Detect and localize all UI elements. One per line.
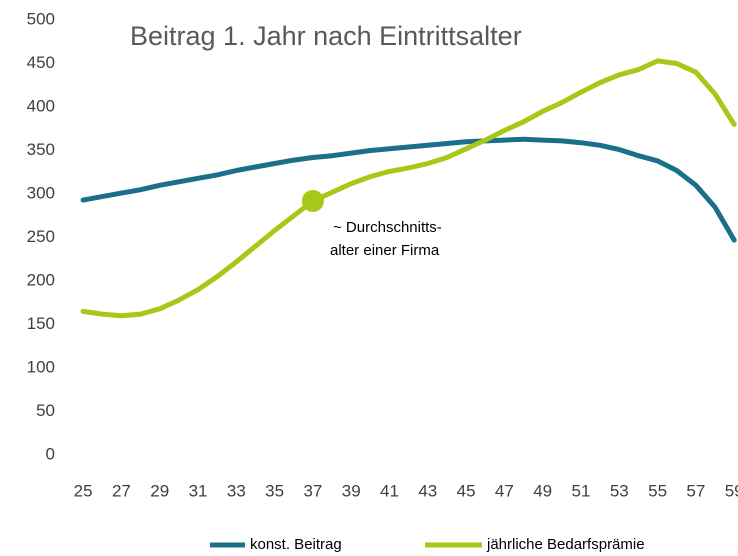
x-tick-label: 47: [495, 481, 514, 500]
y-tick-label: 300: [27, 183, 55, 202]
chart-title: Beitrag 1. Jahr nach Eintrittsalter: [130, 21, 522, 51]
y-tick-label: 150: [27, 314, 55, 333]
y-tick-label: 350: [27, 140, 55, 159]
highlight-marker: [301, 189, 324, 212]
series-line: [80, 136, 737, 243]
x-tick-label: 25: [74, 481, 93, 500]
legend-label: konst. Beitrag: [250, 536, 342, 553]
y-tick-label: 250: [27, 227, 55, 246]
x-tick-label: 27: [112, 481, 131, 500]
annotation: alter einer Firma: [330, 242, 440, 259]
x-tick-label: 41: [380, 481, 399, 500]
x-tick-label: 55: [648, 481, 667, 500]
x-tick-label: 49: [533, 481, 552, 500]
x-tick-label: 37: [303, 481, 322, 500]
x-tick-label: 43: [418, 481, 437, 500]
x-tick-label: 29: [150, 481, 169, 500]
annotation: ~ Durchschnitts-: [333, 219, 442, 236]
y-tick-label: 100: [27, 357, 55, 376]
x-tick-label: 59: [725, 481, 738, 500]
y-tick-label: 200: [27, 270, 55, 289]
x-tick-label: 53: [610, 481, 629, 500]
y-tick-label: 50: [36, 401, 55, 420]
x-tick-label: 51: [572, 481, 591, 500]
y-tick-label: 0: [46, 444, 55, 463]
x-tick-label: 57: [686, 481, 705, 500]
legend-label: jährliche Bedarfsprämie: [486, 536, 645, 553]
series-line: [80, 58, 737, 319]
x-tick-label: 31: [189, 481, 208, 500]
y-tick-label: 450: [27, 53, 55, 72]
x-tick-label: 39: [342, 481, 361, 500]
x-tick-label: 35: [265, 481, 284, 500]
y-tick-label: 500: [27, 9, 55, 28]
x-tick-label: 33: [227, 481, 246, 500]
x-tick-label: 45: [457, 481, 476, 500]
y-tick-label: 400: [27, 96, 55, 115]
